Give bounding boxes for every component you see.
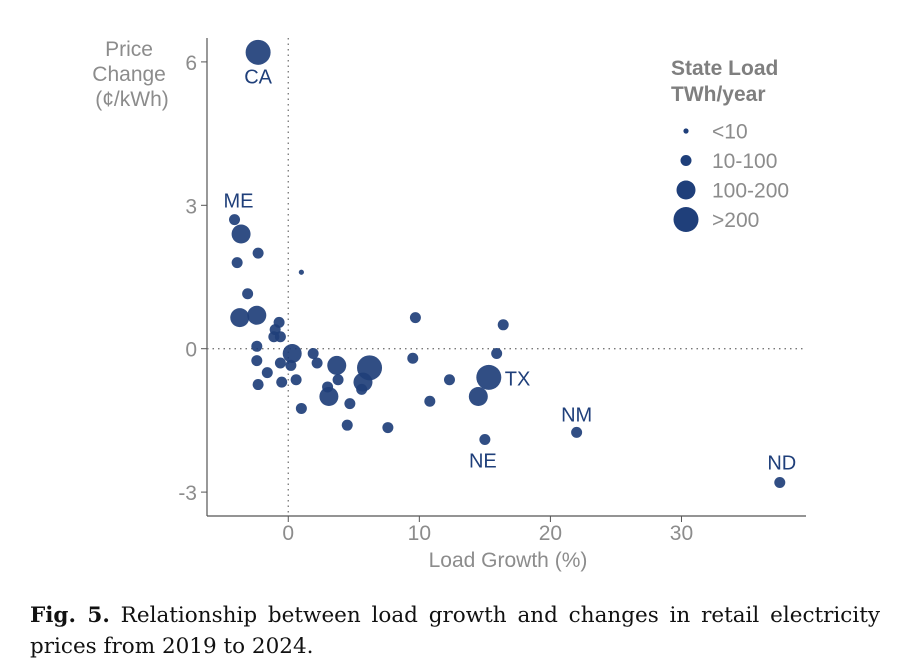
data-point — [251, 340, 263, 352]
data-point — [290, 374, 302, 386]
data-point — [468, 387, 488, 406]
data-point — [274, 357, 286, 369]
data-point — [245, 39, 271, 65]
data-point — [407, 352, 419, 364]
y-axis-title-line-3: (¢/kWh) — [95, 88, 169, 111]
data-point — [252, 379, 264, 391]
data-point — [479, 434, 491, 446]
data-point — [274, 331, 286, 343]
point-label: ME — [224, 191, 254, 213]
x-tick-label: 20 — [539, 522, 562, 545]
data-point — [230, 308, 250, 328]
data-point — [295, 402, 307, 414]
data-point — [497, 319, 509, 331]
data-point — [298, 269, 304, 275]
data-point — [341, 419, 353, 431]
legend-title-line-2: TWh/year — [671, 83, 766, 106]
data-point — [251, 355, 263, 367]
legend-label: 10-100 — [712, 150, 777, 173]
legend-label: <10 — [712, 121, 748, 144]
y-axis-title-line-1: Price — [105, 38, 153, 61]
data-point — [231, 224, 251, 244]
data-points — [229, 39, 786, 489]
data-point — [424, 395, 436, 407]
data-point — [356, 383, 368, 395]
data-point — [261, 367, 273, 379]
legend-marker — [683, 128, 689, 134]
data-point — [252, 247, 264, 259]
point-label: ND — [767, 453, 796, 475]
data-point — [311, 357, 323, 369]
scatter-chart: Price Change (¢/kWh) Load Growth (%) -3 0… — [92, 38, 806, 572]
y-tick-label: -3 — [178, 482, 197, 505]
x-tick-label: 10 — [408, 522, 431, 545]
data-point — [282, 343, 302, 363]
data-point — [476, 364, 502, 390]
axis-ticks: -3 0 3 6 0 10 20 30 — [178, 52, 693, 545]
data-point — [285, 359, 297, 371]
legend-label: 100-200 — [712, 180, 789, 203]
data-point — [229, 214, 241, 226]
data-point — [382, 422, 394, 434]
legend-label: >200 — [712, 209, 759, 232]
y-tick-label: 0 — [185, 339, 197, 362]
point-label: TX — [505, 368, 531, 390]
y-axis-title: Price Change (¢/kWh) — [92, 38, 171, 111]
data-point — [307, 347, 319, 359]
data-point — [327, 355, 347, 375]
data-point — [344, 398, 356, 410]
data-point — [332, 374, 344, 386]
y-tick-label: 6 — [185, 52, 197, 75]
point-label: CA — [244, 66, 272, 88]
y-tick-label: 3 — [185, 195, 197, 218]
data-point — [443, 374, 455, 386]
legend-title-line-1: State Load — [671, 57, 778, 80]
data-point — [409, 312, 421, 324]
figure-caption: Fig. 5. Relationship between load growth… — [30, 600, 880, 662]
point-label: NM — [561, 404, 592, 426]
legend-marker — [680, 155, 692, 166]
data-point — [774, 477, 786, 489]
y-axis-title-line-2: Change — [92, 63, 166, 86]
data-point — [276, 376, 288, 388]
legend-entries: <10 10-100 100-200 >200 — [673, 121, 789, 232]
data-point — [491, 347, 503, 359]
data-point — [242, 288, 254, 300]
data-point — [319, 387, 339, 406]
data-point — [231, 257, 243, 269]
legend-title: State Load TWh/year — [671, 57, 784, 106]
x-axis-title: Load Growth (%) — [429, 549, 588, 572]
legend-marker — [676, 180, 696, 200]
x-tick-label: 0 — [282, 522, 294, 545]
data-point — [247, 305, 267, 325]
legend-marker — [673, 207, 699, 232]
point-label: NE — [469, 451, 497, 473]
legend: State Load TWh/year <10 10-100 100-200 >200 — [671, 57, 789, 232]
point-labels: CA ME TX NE NM ND — [224, 66, 797, 474]
figure-caption-text: Relationship between load growth and cha… — [30, 603, 880, 659]
data-point — [571, 426, 583, 438]
x-tick-label: 30 — [670, 522, 693, 545]
figure-label: Fig. 5. — [30, 603, 110, 628]
